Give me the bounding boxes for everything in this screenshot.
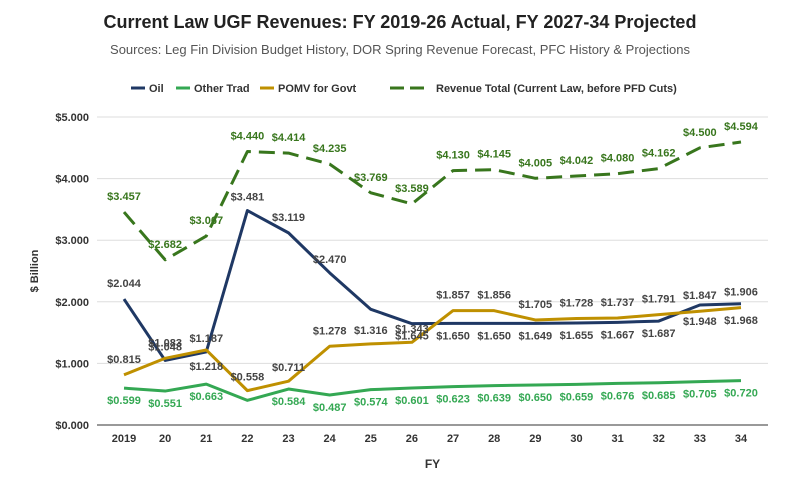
data-label: $0.599: [107, 395, 141, 407]
data-label: $1.278: [313, 325, 347, 337]
data-label: $4.162: [642, 148, 676, 160]
legend-label: Oil: [149, 83, 164, 95]
data-label: $0.663: [189, 391, 223, 403]
data-label: $2.044: [107, 278, 142, 290]
x-tick-label: 27: [447, 433, 459, 445]
y-tick-label: $5.000: [55, 112, 89, 124]
data-label: $4.414: [272, 132, 307, 144]
data-label: $4.130: [436, 150, 470, 162]
data-label: $1.650: [477, 330, 511, 342]
data-label: $4.440: [231, 130, 265, 142]
x-tick-label: 29: [529, 433, 541, 445]
data-label: $4.235: [313, 143, 347, 155]
x-tick-label: 28: [488, 433, 500, 445]
legend-label: POMV for Govt: [278, 83, 357, 95]
data-label: $2.470: [313, 254, 347, 266]
x-tick-label: 21: [200, 433, 212, 445]
data-label: $1.645: [395, 331, 429, 343]
x-tick-label: 30: [570, 433, 582, 445]
data-label: $1.316: [354, 325, 388, 337]
data-label: $0.705: [683, 389, 717, 401]
data-label: $3.457: [107, 191, 141, 203]
data-label: $1.687: [642, 328, 676, 340]
data-label: $1.343: [395, 323, 429, 335]
data-label: $2.682: [148, 239, 182, 251]
x-tick-label: 32: [653, 433, 665, 445]
x-tick-label: 2019: [112, 433, 136, 445]
y-tick-label: $4.000: [55, 174, 89, 186]
x-tick-label: 25: [365, 433, 377, 445]
data-label: $3.769: [354, 172, 388, 184]
y-tick-label: $0.000: [55, 420, 89, 432]
data-label: $4.500: [683, 127, 717, 139]
data-label: $0.685: [642, 390, 676, 402]
data-label: $1.649: [519, 330, 553, 342]
data-label: $3.481: [231, 192, 265, 204]
data-label: $1.948: [683, 316, 717, 328]
data-label: $4.005: [519, 157, 553, 169]
data-label: $4.145: [477, 149, 511, 161]
y-axis-label: $ Billion: [29, 249, 41, 292]
series-line: [123, 379, 742, 402]
data-label: $0.815: [107, 354, 141, 366]
data-label: $0.720: [724, 388, 758, 400]
x-tick-label: 34: [735, 433, 748, 445]
series-line: [122, 209, 742, 362]
data-label: $1.728: [560, 298, 594, 310]
x-tick-label: 24: [324, 433, 337, 445]
data-label: $1.705: [519, 299, 553, 311]
series-line: [122, 140, 742, 262]
data-label: $1.847: [683, 290, 717, 302]
data-label: $0.676: [601, 390, 635, 402]
data-label: $4.594: [724, 121, 759, 133]
chart-title: Current Law UGF Revenues: FY 2019-26 Act…: [103, 12, 697, 32]
data-label: $4.080: [601, 153, 635, 165]
x-tick-label: 33: [694, 433, 706, 445]
x-axis-label: FY: [425, 457, 440, 471]
data-label: $1.048: [148, 341, 182, 353]
data-label: $0.639: [477, 393, 511, 405]
data-label: $1.187: [189, 333, 223, 345]
data-label: $0.711: [272, 362, 305, 374]
data-label: $0.601: [395, 395, 429, 407]
y-tick-label: $3.000: [55, 235, 89, 247]
data-label: $4.042: [560, 155, 594, 167]
y-tick-label: $1.000: [55, 358, 89, 370]
data-label: $1.083: [148, 337, 182, 349]
data-label: $0.659: [560, 391, 594, 403]
x-tick-label: 31: [611, 433, 623, 445]
data-label: $0.650: [519, 392, 553, 404]
data-label: $0.558: [231, 372, 265, 384]
data-label: $1.650: [436, 330, 470, 342]
data-label: $1.968: [724, 315, 758, 327]
data-label: $1.857: [436, 290, 470, 302]
data-label: $3.067: [189, 215, 223, 227]
chart-subtitle: Sources: Leg Fin Division Budget History…: [110, 42, 690, 57]
data-label: $1.655: [560, 330, 594, 342]
x-tick-label: 22: [241, 433, 253, 445]
x-tick-label: 23: [282, 433, 294, 445]
y-tick-label: $2.000: [55, 297, 89, 309]
data-label: $0.487: [313, 402, 347, 414]
x-tick-label: 20: [159, 433, 171, 445]
legend-label: Other Trad: [194, 83, 250, 95]
data-label: $1.737: [601, 297, 635, 309]
data-label: $1.218: [189, 361, 223, 373]
data-label: $0.623: [436, 394, 470, 406]
x-tick-label: 26: [406, 433, 418, 445]
data-label: $1.791: [642, 294, 676, 306]
data-label: $0.584: [272, 396, 307, 408]
data-label: $0.551: [148, 398, 182, 410]
data-label: $3.119: [272, 212, 305, 224]
data-label: $1.856: [477, 290, 511, 302]
data-label: $3.589: [395, 183, 429, 195]
legend-label: Revenue Total (Current Law, before PFD C…: [436, 83, 677, 95]
series-line: [123, 306, 742, 393]
data-label: $0.574: [354, 397, 389, 409]
data-label: $1.906: [724, 287, 758, 299]
data-label: $1.667: [601, 329, 635, 341]
